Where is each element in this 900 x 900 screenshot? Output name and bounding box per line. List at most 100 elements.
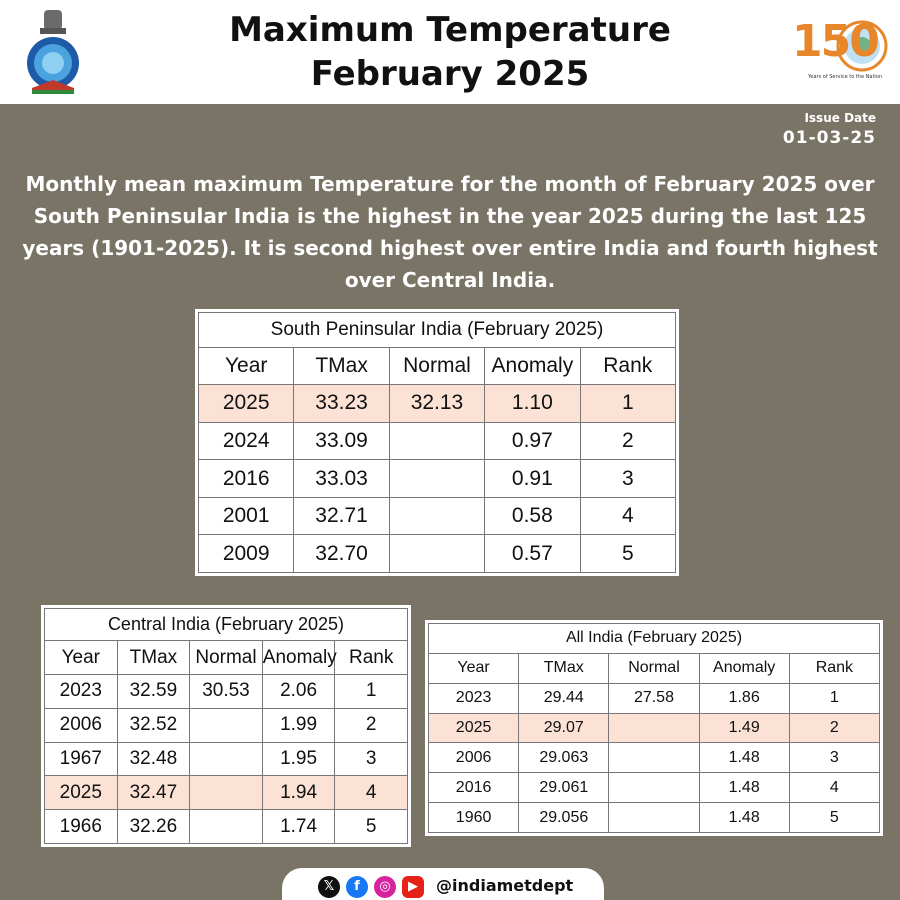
- column-header-anomaly: Anomaly: [261, 640, 337, 676]
- table-cell: 2: [334, 707, 408, 743]
- imd-emblem-icon: [27, 10, 79, 94]
- table-cell: [388, 421, 486, 461]
- table-caption: South Peninsular India (February 2025): [198, 312, 676, 348]
- central-india-table: Central India (February 2025) Year TMax Nor…: [41, 605, 411, 847]
- column-header-year: Year: [197, 346, 295, 386]
- table-cell: 1.48: [698, 742, 790, 774]
- anniversary-150-icon: [836, 20, 888, 72]
- table-cell: 1: [579, 384, 677, 423]
- table-cell: 2001: [197, 496, 295, 536]
- table-cell: 2016: [197, 459, 295, 498]
- social-bar: 𝕏 f ◎ ▶ @indiametdept: [282, 868, 604, 900]
- column-header-anomaly: Anomaly: [698, 652, 790, 684]
- table-cell: 0.58: [484, 496, 581, 536]
- column-header-year: Year: [427, 652, 520, 684]
- table-cell: 32.52: [116, 707, 191, 743]
- table-cell: 33.09: [293, 421, 390, 461]
- instagram-icon[interactable]: ◎: [374, 876, 396, 898]
- summary-text: Monthly mean maximum Temperature for the…: [22, 172, 878, 292]
- column-header-rank: Rank: [579, 346, 677, 386]
- table-row: 1960 29.056 1.48 5: [427, 802, 881, 833]
- table-cell: 2025: [44, 775, 118, 811]
- table-cell: 4: [334, 775, 408, 811]
- table-row: 2025 29.07 1.49 2: [427, 712, 881, 744]
- table-row: 2024 33.09 0.97 2: [197, 421, 677, 461]
- facebook-icon[interactable]: f: [346, 876, 368, 898]
- table-cell: 2025: [427, 712, 520, 744]
- table-cell: 0.57: [484, 534, 581, 573]
- table-cell: 30.53: [189, 674, 263, 709]
- table-cell: 1.74: [261, 809, 336, 844]
- table-cell: 32.59: [116, 674, 191, 709]
- table-cell: 32.47: [116, 775, 191, 811]
- column-header-normal: Normal: [608, 652, 700, 684]
- column-header-year: Year: [44, 640, 118, 676]
- title-line-1: Maximum Temperature: [229, 10, 671, 50]
- table-caption-row: Central India (February 2025): [44, 607, 408, 642]
- table-cell: 33.03: [293, 459, 390, 498]
- table-cell: 5: [579, 534, 677, 573]
- x-icon[interactable]: 𝕏: [318, 876, 340, 898]
- table-cell: 1.94: [261, 775, 336, 811]
- table-cell: 3: [334, 741, 408, 777]
- table-cell: 32.26: [116, 809, 191, 844]
- table-cell: [189, 741, 263, 777]
- table-row: 2016 33.03 0.91 3: [197, 459, 677, 498]
- table-cell: [388, 534, 486, 573]
- table-cell: 5: [788, 802, 881, 833]
- table-cell: 32.70: [293, 534, 390, 573]
- table-cell: 1.99: [261, 707, 336, 743]
- table-cell: 0.91: [484, 459, 581, 498]
- column-header-anomaly: Anomaly: [484, 346, 581, 386]
- table-cell: [388, 496, 486, 536]
- issue-date-label: Issue Date: [804, 111, 876, 125]
- column-header-tmax: TMax: [518, 652, 610, 684]
- table-cell: [608, 712, 700, 744]
- column-header-normal: Normal: [189, 640, 263, 676]
- column-header-rank: Rank: [788, 652, 881, 684]
- table-cell: 32.71: [293, 496, 390, 536]
- header-bar: Maximum Temperature February 2025 150 Ye…: [0, 0, 900, 104]
- table-cell: 2009: [197, 534, 295, 573]
- table-cell: 1960: [427, 802, 520, 833]
- table-cell: 1: [334, 674, 408, 709]
- table-cell: 4: [788, 772, 881, 804]
- table-cell: 1.49: [698, 712, 790, 744]
- table-cell: 1966: [44, 809, 118, 844]
- table-cell: 29.063: [518, 742, 610, 774]
- youtube-icon[interactable]: ▶: [402, 876, 424, 898]
- anniversary-subtitle: Years of Service to the Nation: [808, 74, 883, 80]
- table-cell: 2006: [44, 707, 118, 743]
- table-cell: 1.95: [261, 741, 336, 777]
- table-cell: 1.10: [484, 384, 581, 423]
- table-caption: Central India (February 2025): [44, 607, 408, 642]
- anniversary-logo: 150 Years of Service to the Nation: [790, 12, 892, 92]
- table-cell: [189, 707, 263, 743]
- table-cell: 2024: [197, 421, 295, 461]
- table-cell: [608, 802, 700, 833]
- table-row: 2006 29.063 1.48 3: [427, 742, 881, 774]
- table-cell: 29.07: [518, 712, 610, 744]
- table-row: 2006 32.52 1.99 2: [44, 707, 408, 743]
- table-caption-row: All India (February 2025): [428, 623, 880, 654]
- issue-date-block: Issue Date 01-03-25: [783, 110, 876, 150]
- table-cell: 33.23: [293, 384, 390, 423]
- table-header-row: Year TMax Normal Anomaly Rank: [197, 346, 677, 386]
- table-cell: 3: [579, 459, 677, 498]
- table-cell: 5: [334, 809, 408, 844]
- table-cell: 1.48: [698, 772, 790, 804]
- table-cell: [189, 809, 263, 844]
- issue-date-value: 01-03-25: [782, 128, 876, 148]
- table-header-row: Year TMax Normal Anomaly Rank: [44, 640, 408, 676]
- table-cell: 27.58: [608, 682, 700, 714]
- table-cell: 2016: [427, 772, 520, 804]
- table-cell: [608, 772, 700, 804]
- social-handle[interactable]: @indiametdept: [436, 876, 574, 895]
- table-cell: 1.86: [698, 682, 790, 714]
- table-cell: 2025: [197, 384, 295, 423]
- south-peninsular-table: South Peninsular India (February 2025) Ye…: [195, 309, 679, 576]
- table-row: 2023 32.59 30.53 2.06 1: [44, 674, 408, 709]
- column-header-rank: Rank: [334, 640, 408, 676]
- table-row: 2016 29.061 1.48 4: [427, 772, 881, 804]
- table-row: 1966 32.26 1.74 5: [44, 809, 408, 844]
